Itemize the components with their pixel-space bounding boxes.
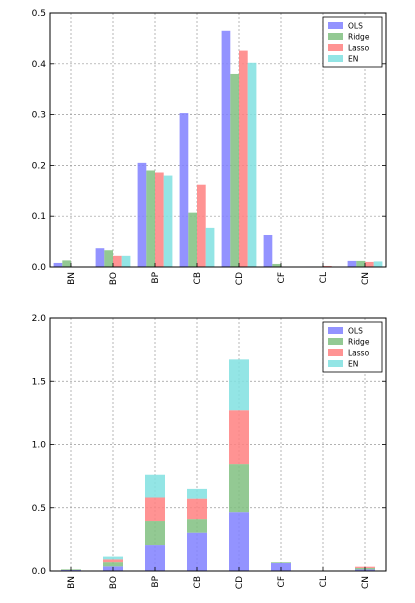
bar-ridge-cf [272, 263, 281, 267]
bar-en-bo [121, 255, 131, 267]
bar-en-bp [163, 175, 173, 267]
bar-en-cb [205, 227, 215, 267]
x-tick-label: CB [193, 272, 203, 284]
legend-label-lasso: Lasso [348, 44, 370, 53]
chart-panel-1: 0.0 0.1 0.2 0.3 0.4 0.5 BN BO BP CB CD CF CL CN OLS Rid… [32, 9, 387, 285]
legend-swatch-en [328, 360, 343, 367]
bars-1 [53, 30, 383, 268]
legend-label-en: EN [348, 360, 358, 369]
x-tick-label: BO [109, 272, 119, 285]
legend-label-ols: OLS [348, 327, 363, 336]
y-tick-label: 0.3 [32, 111, 46, 121]
x-tick-label: CD [235, 576, 245, 589]
bar-lasso-cn [365, 261, 374, 267]
bar-segment-ridge-cf [271, 562, 291, 564]
bar-lasso-cb [197, 184, 206, 267]
legend-swatch-lasso [328, 349, 343, 356]
bar-ols-bo [95, 248, 105, 267]
bar-segment-en-cd [229, 359, 249, 411]
bar-segment-lasso-cd [229, 410, 249, 465]
y-tick-label: 0.0 [32, 263, 47, 273]
bar-ridge-bn [62, 260, 71, 267]
bar-ridge-cn [356, 260, 365, 267]
bar-ridge-bp [146, 170, 155, 267]
y-tick-label: 0.5 [32, 9, 46, 19]
y-tick-label: 0.1 [32, 212, 46, 222]
bar-lasso-bo [113, 255, 122, 267]
bar-lasso-cl [323, 265, 332, 267]
bar-ridge-cd [230, 73, 239, 268]
x-tick-label: CN [361, 272, 371, 285]
legend-swatch-en [328, 55, 343, 62]
legend-swatch-ridge [328, 33, 343, 40]
bar-segment-ridge-bo [103, 562, 123, 567]
bar-ols-cf [263, 234, 273, 267]
bar-segment-lasso-bp [145, 497, 165, 522]
bar-ridge-cb [188, 212, 197, 267]
legend-label-en: EN [348, 55, 358, 64]
bar-ols-cb [179, 113, 189, 268]
axes-frame [49, 12, 387, 268]
legend-label-lasso: Lasso [348, 349, 370, 358]
bar-segment-ridge-cd [229, 464, 249, 513]
x-tick-label: BN [67, 272, 77, 285]
legend-swatch-ridge [328, 338, 343, 345]
y-tick-label: 0.4 [32, 60, 47, 70]
y-tick-label: 0.2 [32, 161, 46, 171]
legend: OLS Ridge Lasso EN [322, 16, 383, 68]
chart-panel-2: 0.0 0.5 1.0 1.5 2.0 BN BO BP CB CD CF CL CN OLS Ridge L… [32, 314, 387, 589]
legend-swatch-ols [328, 22, 343, 29]
x-tick-label: BN [67, 576, 77, 589]
bar-segment-en-cb [187, 488, 207, 499]
bar-segment-ols-cd [229, 512, 249, 571]
bar-en-cn [373, 261, 383, 267]
bar-ols-bn [53, 262, 63, 267]
y-tick-label: 0.5 [32, 504, 46, 514]
y-tick-label: 0.0 [32, 567, 47, 577]
x-tick-label: CL [319, 576, 329, 587]
bar-ols-cd [221, 30, 231, 268]
y-tick-label: 1.0 [32, 441, 47, 451]
bar-lasso-cd [239, 50, 248, 268]
legend-label-ols: OLS [348, 22, 363, 31]
y-tick-label: 2.0 [32, 314, 47, 324]
x-tick-label: BP [151, 575, 161, 587]
bar-ols-bp [137, 162, 147, 267]
x-tick-label: CD [235, 272, 245, 285]
bar-segment-ols-bp [145, 545, 165, 571]
legend-swatch-ols [328, 327, 343, 334]
bars-2 [61, 359, 375, 571]
x-tick-label: CF [277, 272, 287, 283]
x-tick-label: CF [277, 576, 287, 587]
bar-segment-ridge-bp [145, 521, 165, 546]
bar-en-cd [247, 62, 257, 268]
x-tick-label: BP [151, 271, 161, 283]
bar-segment-lasso-bo [103, 559, 123, 563]
legend-swatch-lasso [328, 44, 343, 51]
legend: OLS Ridge Lasso EN [322, 321, 383, 373]
x-tick-label: CL [319, 272, 329, 283]
x-tick-label: BO [109, 576, 119, 589]
y-tick-label: 1.5 [32, 377, 46, 387]
bar-ols-cn [347, 260, 357, 267]
legend-label-ridge: Ridge [348, 338, 370, 347]
bar-ridge-bo [104, 250, 113, 267]
x-tick-label: CB [193, 576, 203, 588]
legend-label-ridge: Ridge [348, 33, 370, 42]
x-tick-label: CN [361, 576, 371, 589]
bar-lasso-bp [155, 172, 164, 267]
bar-segment-en-bo [103, 556, 123, 560]
bar-segment-ols-cb [187, 532, 207, 571]
bar-segment-ridge-cb [187, 519, 207, 533]
bar-segment-en-bp [145, 474, 165, 498]
bar-segment-lasso-cb [187, 498, 207, 520]
